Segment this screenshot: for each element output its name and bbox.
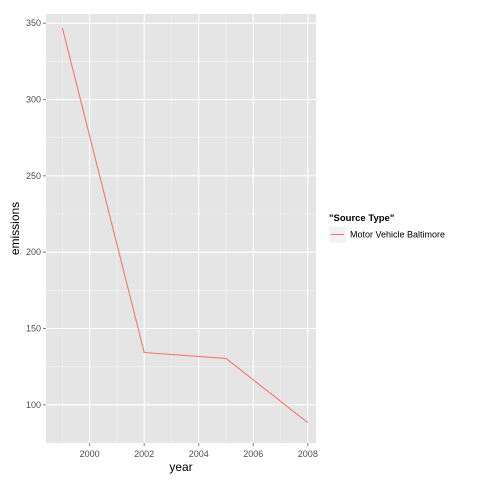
x-tick-label: 2002 — [134, 449, 154, 459]
series-line — [61, 27, 309, 424]
y-axis-ticks: 100 150 200 250 300 350 — [26, 18, 46, 410]
legend: "Source Type" Motor Vehicle Baltimore — [328, 213, 445, 244]
y-tick-label: 200 — [26, 247, 41, 257]
y-tick-label: 250 — [26, 171, 41, 181]
minor-gridlines — [46, 14, 316, 443]
legend-title: "Source Type" — [329, 213, 394, 224]
x-tick-label: 2006 — [243, 449, 263, 459]
major-gridlines — [46, 14, 316, 443]
x-tick-label: 2008 — [298, 449, 318, 459]
x-tick-label: 2004 — [189, 449, 209, 459]
y-tick-label: 350 — [26, 18, 41, 28]
y-tick-label: 150 — [26, 323, 41, 333]
legend-label: Motor Vehicle Baltimore — [350, 230, 445, 240]
series-layer — [61, 27, 309, 424]
y-tick-label: 100 — [26, 400, 41, 410]
y-axis-title: emissions — [8, 202, 22, 255]
legend-keys: Motor Vehicle Baltimore — [328, 225, 445, 244]
y-tick-label: 300 — [26, 94, 41, 104]
x-tick-label: 2000 — [80, 449, 100, 459]
x-axis-ticks: 2000 2002 2004 2006 2008 — [80, 443, 318, 459]
x-axis-title: year — [169, 460, 192, 474]
plot-panel — [46, 14, 316, 443]
